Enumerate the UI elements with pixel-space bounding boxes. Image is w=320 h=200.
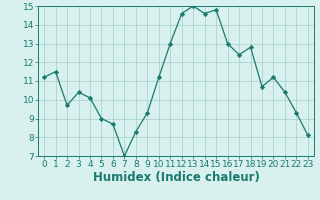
X-axis label: Humidex (Indice chaleur): Humidex (Indice chaleur) bbox=[92, 171, 260, 184]
